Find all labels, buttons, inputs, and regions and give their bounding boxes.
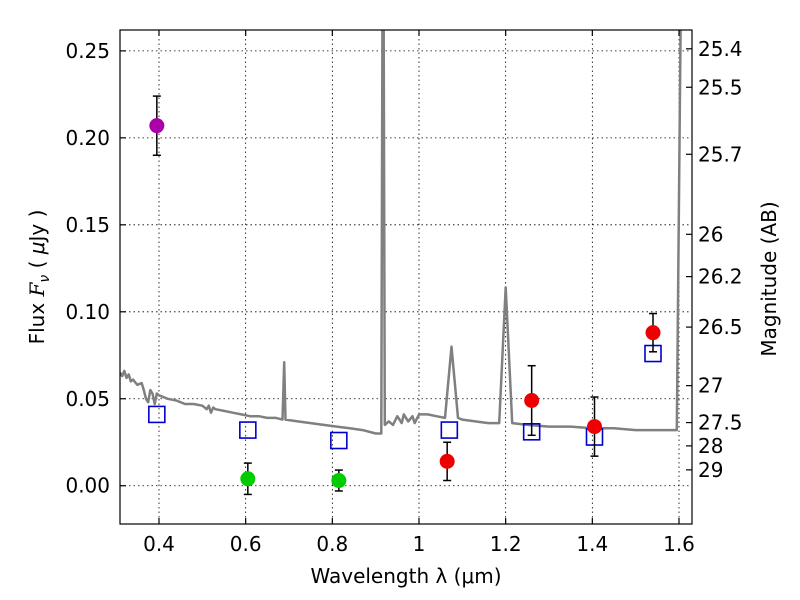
plot-frame bbox=[119, 29, 693, 525]
mag-tick-label: 29 bbox=[698, 458, 723, 482]
y-label-unit-mu: μ bbox=[25, 241, 49, 255]
y-tick-label: 0.15 bbox=[65, 213, 110, 237]
x-axis-label: Wavelength λ (μm) bbox=[310, 564, 501, 588]
mag-tick-label: 26.2 bbox=[698, 265, 743, 289]
observed-point bbox=[149, 118, 165, 134]
mag-tick-label: 27 bbox=[698, 374, 723, 398]
mag-tick-label: 25.5 bbox=[698, 75, 743, 99]
observed-point bbox=[331, 473, 347, 489]
x-tick-label: 1.2 bbox=[490, 532, 522, 556]
y-axis-label-right: Magnitude (AB) bbox=[757, 201, 781, 356]
spectrum-line bbox=[120, 30, 682, 435]
model-photometry-point bbox=[440, 421, 459, 439]
model-photometry-point bbox=[330, 431, 348, 450]
y-label-var: F bbox=[25, 281, 49, 297]
mag-tick-label: 28 bbox=[698, 434, 723, 458]
x-tick-label: 1.4 bbox=[576, 532, 608, 556]
spectrum-layer bbox=[120, 30, 682, 435]
x-tick-label: 1.6 bbox=[663, 532, 695, 556]
y-label-sub: ν bbox=[37, 275, 53, 283]
y-tick-label: 0.25 bbox=[65, 39, 110, 63]
x-tick-label: 0.8 bbox=[316, 532, 348, 556]
mag-tick-label: 25.4 bbox=[698, 37, 743, 61]
mag-tick-label: 25.7 bbox=[698, 142, 743, 166]
x-tick-label: 1 bbox=[413, 532, 426, 556]
y-tick-label: 0.20 bbox=[65, 126, 110, 150]
model-photometry-point bbox=[148, 405, 166, 424]
grid-lines bbox=[120, 30, 692, 524]
y-label-unit-rest: Jy ) bbox=[25, 210, 49, 244]
observed-point bbox=[524, 393, 540, 408]
tick-layer: 0.4 0.6 0.8 1 1.2 1.4 1.6 0.00 0.05 0.10 0.15 0.20 0… bbox=[65, 30, 743, 556]
observed-point bbox=[645, 325, 661, 341]
observed-point bbox=[439, 453, 455, 469]
y-label-prefix: Flux bbox=[25, 296, 49, 344]
marker-layer bbox=[148, 95, 662, 496]
x-tick-label: 0.4 bbox=[143, 532, 175, 556]
mag-tick-label: 27.5 bbox=[698, 411, 743, 435]
y-tick-label: 0.00 bbox=[65, 474, 110, 498]
mag-tick-label: 26 bbox=[698, 222, 723, 246]
observed-point bbox=[240, 471, 256, 487]
observed-point bbox=[587, 419, 602, 435]
y-tick-label: 0.10 bbox=[65, 300, 110, 324]
y-axis-label-left: Flux Fν ( μJy ) bbox=[25, 210, 53, 345]
y-label-unit-open: ( bbox=[25, 254, 49, 275]
model-photometry-point bbox=[239, 421, 257, 439]
x-tick-label: 0.6 bbox=[230, 532, 262, 556]
y-tick-label: 0.05 bbox=[65, 387, 110, 411]
mag-tick-label: 26.5 bbox=[698, 315, 743, 339]
